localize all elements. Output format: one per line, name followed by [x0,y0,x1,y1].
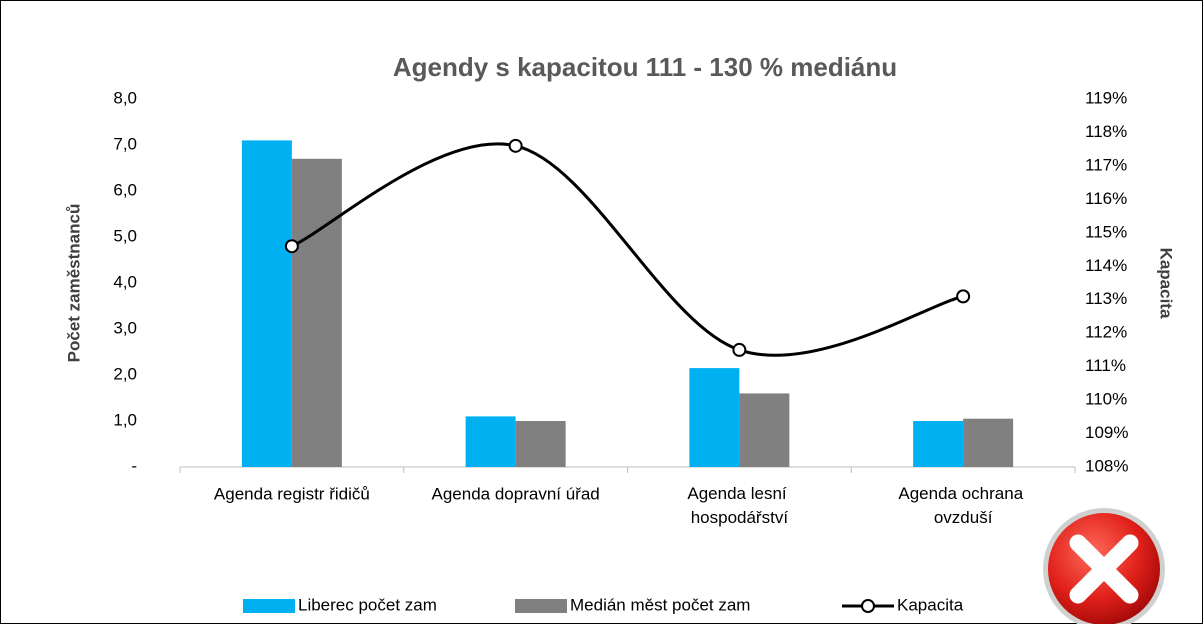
y-tick-label: 5,0 [113,226,137,245]
y2-tick-label: 113% [1085,289,1127,308]
bar [465,416,516,467]
y-tick-label: 1,0 [113,410,137,429]
line-marker [956,289,971,304]
x-tick-label: Agenda dopravní úřad [432,484,600,503]
bar [739,393,790,467]
y2-tick-label: 119% [1085,88,1127,107]
y2-tick-label: 117% [1085,155,1127,174]
chart-title: Agendy s kapacitou 111 - 130 % mediánu [393,52,897,82]
legend-marker [861,599,875,613]
y2-tick-label: 111% [1085,356,1126,375]
y2-tick-label: 115% [1085,222,1127,241]
legend-label: Liberec počet zam [298,595,437,614]
y2-tick-label: 116% [1085,189,1127,208]
bar [913,421,964,467]
y2-tick-label: 108% [1085,456,1128,475]
line-marker [732,342,747,357]
y-tick-label: 2,0 [113,364,137,383]
x-tick-label: Agenda lesní hospodářství [687,484,791,527]
error-icon [1043,508,1165,624]
y-axis-title: Počet zaměstnanců [64,204,83,363]
y2-tick-label: 118% [1085,122,1127,141]
y-tick-label: 7,0 [113,134,137,153]
bar [963,418,1014,467]
y2-tick-label: 109% [1085,423,1128,442]
y2-axis-title: Kapacita [1157,248,1176,319]
y-tick-label: 3,0 [113,318,137,337]
bar [689,368,740,467]
bar [515,421,566,467]
legend-swatch [243,599,295,613]
legend-swatch [515,599,567,613]
y-tick-label: 8,0 [113,88,137,107]
y2-tick-label: 114% [1085,256,1127,275]
y2-tick-label: 110% [1085,390,1127,409]
x-tick-label: Agenda ochrana ovzduší [898,484,1028,527]
y-tick-label: 6,0 [113,180,137,199]
bar [241,140,292,467]
legend-label: Kapacita [897,595,964,614]
bar [291,158,342,468]
line-marker [508,138,523,153]
line [291,142,964,357]
line-marker [284,239,299,254]
x-tick-label: Agenda registr řidičů [214,484,370,503]
legend-label: Medián měst počet zam [570,595,750,614]
y-tick-label: - [131,456,137,475]
y-tick-label: 4,0 [113,272,137,291]
y2-tick-label: 112% [1085,323,1127,342]
